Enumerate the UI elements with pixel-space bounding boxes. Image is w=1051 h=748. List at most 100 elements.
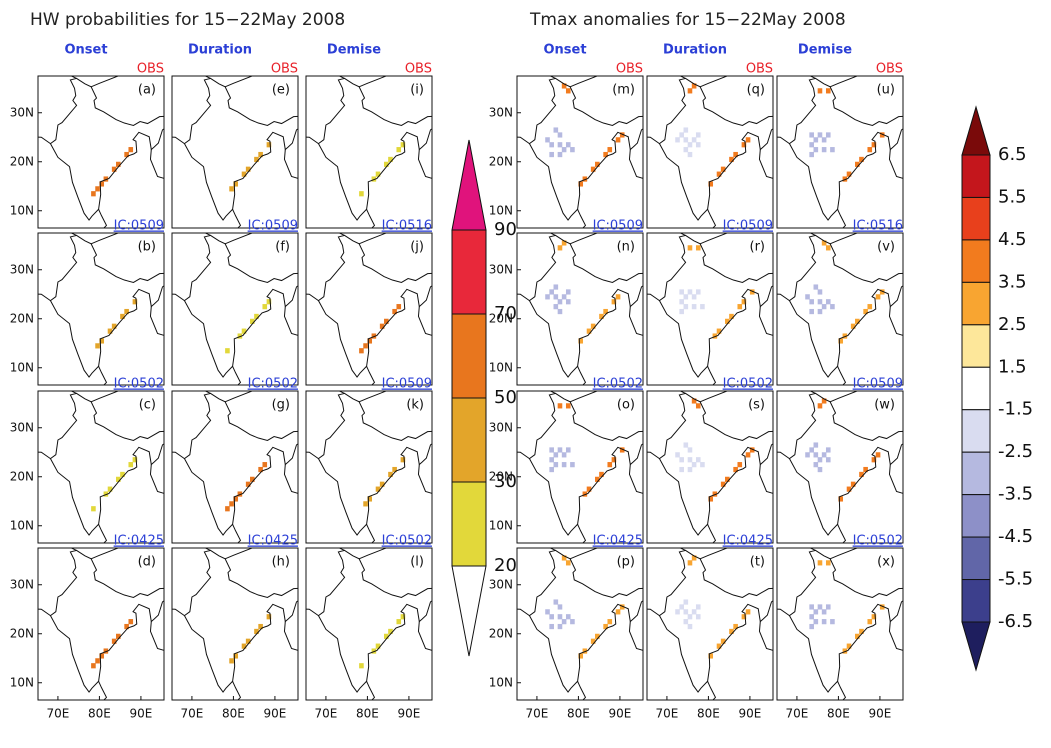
shade-cell xyxy=(233,496,239,502)
border-line xyxy=(438,590,455,597)
map-panel xyxy=(647,548,773,700)
coastline xyxy=(49,77,164,221)
coastline xyxy=(183,77,298,221)
panel-letter: (i) xyxy=(410,83,424,98)
shade-cell xyxy=(561,452,567,458)
shade-cell xyxy=(700,304,705,310)
colorbar-cap xyxy=(961,621,991,672)
colorbar-label: 6.5 xyxy=(998,144,1027,165)
panel-frame xyxy=(776,75,904,229)
colorbar-segment xyxy=(961,536,991,581)
lon-label: 80E xyxy=(697,707,720,721)
lat-label: 10N xyxy=(10,203,34,217)
panel-letter: (a) xyxy=(138,83,156,98)
border-line xyxy=(647,136,660,145)
shade-cell xyxy=(695,403,701,409)
lat-label: 10N xyxy=(489,518,513,532)
panel-bg xyxy=(306,548,432,700)
colorbar-label: -4.5 xyxy=(998,526,1033,547)
panel-letter: (v) xyxy=(877,240,895,255)
colorbar-label: -5.5 xyxy=(998,569,1033,590)
border-line xyxy=(809,548,816,551)
lat-label: 10N xyxy=(489,203,513,217)
shade-cell xyxy=(691,609,697,615)
lat-label: 10N xyxy=(10,518,34,532)
border-line xyxy=(888,464,903,494)
panel-frame xyxy=(646,547,774,701)
panel-tag: IC:0509 xyxy=(248,219,298,234)
shade-cell xyxy=(557,132,563,138)
border-line xyxy=(809,233,816,236)
shade-cell xyxy=(128,462,134,468)
coastline xyxy=(49,549,164,693)
shade-cell xyxy=(262,462,268,468)
shade-cell xyxy=(687,289,693,295)
panel-tag: OBS xyxy=(876,62,903,77)
colorbar-segment xyxy=(961,451,991,496)
colorbar-label: 70 xyxy=(494,303,517,324)
shade-cell xyxy=(700,462,705,468)
column-header: Onset xyxy=(64,43,107,58)
border-line xyxy=(38,451,51,460)
panel-letter: (f) xyxy=(275,240,290,255)
shade-cell xyxy=(749,289,755,295)
border-line xyxy=(549,233,556,236)
shade-cell xyxy=(619,132,625,138)
panel-tag: IC:0425 xyxy=(248,534,298,549)
lon-label: 70E xyxy=(180,707,203,721)
shade-cell xyxy=(679,466,684,473)
panel-bg xyxy=(306,391,432,543)
shade-cell xyxy=(565,560,571,566)
shade-cell xyxy=(821,398,827,404)
panel-letter: (k) xyxy=(406,398,424,413)
border-line xyxy=(338,76,345,79)
shade-cell xyxy=(229,501,234,507)
panel-letter: (l) xyxy=(410,555,424,570)
column-header: Duration xyxy=(188,43,252,58)
map-panel xyxy=(517,548,643,700)
border-line xyxy=(517,293,530,302)
lat-label: 20N xyxy=(10,626,34,640)
shade-cell xyxy=(241,171,247,177)
border-line xyxy=(283,306,298,336)
shade-cell xyxy=(400,142,406,148)
shade-cell xyxy=(95,658,100,664)
shade-cell xyxy=(553,452,559,458)
colorbar-label: -2.5 xyxy=(998,441,1033,462)
border-line xyxy=(829,76,859,88)
shade-cell xyxy=(565,403,571,409)
panel-frame xyxy=(37,547,165,701)
shade-cell xyxy=(675,137,680,143)
shade-cell xyxy=(607,147,613,153)
border-line xyxy=(417,306,432,336)
shade-cell xyxy=(813,137,819,143)
shade-cell xyxy=(258,466,263,473)
panel-letter: (x) xyxy=(877,555,895,570)
colorbar-label: 50 xyxy=(494,387,517,408)
panel-letter: (b) xyxy=(138,240,156,255)
column-header: Demise xyxy=(798,43,852,58)
shade-cell xyxy=(879,289,885,295)
shade-cell xyxy=(838,496,844,502)
border-line xyxy=(909,275,926,282)
shade-cell xyxy=(570,619,575,625)
shade-cell xyxy=(549,289,554,295)
panel-tag: IC:0502 xyxy=(114,377,164,392)
shade-cell xyxy=(545,137,550,143)
shade-cell xyxy=(855,633,860,639)
shade-cell xyxy=(825,447,831,453)
border-line xyxy=(306,451,319,460)
shade-cell xyxy=(561,619,567,625)
panel-frame xyxy=(37,390,165,544)
shade-cell xyxy=(817,132,823,138)
colorbar-label: 30 xyxy=(494,471,517,492)
shade-cell xyxy=(683,609,689,615)
coastline xyxy=(528,77,643,221)
lat-label: 10N xyxy=(489,360,513,374)
shade-cell xyxy=(561,240,567,246)
shade-cell xyxy=(867,147,873,153)
shade-cell xyxy=(830,304,835,310)
panel-bg xyxy=(777,233,903,385)
border-line xyxy=(70,233,77,236)
panel-letter: (h) xyxy=(272,555,290,570)
